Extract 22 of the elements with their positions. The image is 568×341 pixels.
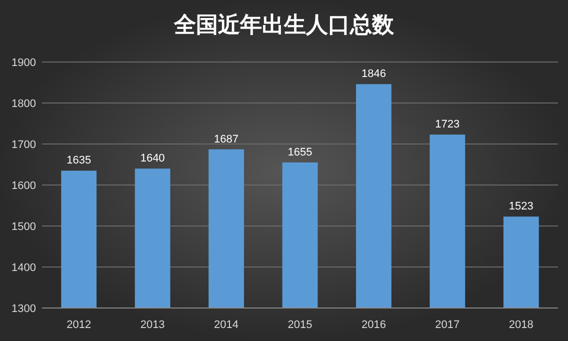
y-tick-label: 1300 — [12, 303, 36, 315]
x-tick-label: 2015 — [288, 319, 312, 331]
data-label: 1687 — [214, 133, 239, 146]
x-tick-label: 2016 — [361, 319, 386, 331]
x-tick-label: 2018 — [508, 319, 534, 331]
x-tick-label: 2017 — [435, 319, 460, 331]
data-label: 1723 — [435, 118, 460, 131]
chart-title: 全国近年出生人口总数 — [173, 12, 395, 37]
x-tick-label: 2013 — [140, 319, 165, 331]
y-tick-label: 1600 — [12, 180, 36, 192]
y-tick-label: 1400 — [12, 262, 36, 274]
data-label: 1523 — [508, 200, 534, 213]
data-label: 1635 — [66, 154, 92, 167]
x-tick-label: 2012 — [66, 319, 92, 331]
data-label: 1640 — [140, 152, 165, 165]
y-tick-label: 1900 — [12, 57, 36, 69]
data-label: 1846 — [361, 68, 386, 80]
x-tick-label: 2014 — [214, 319, 239, 331]
data-label: 1655 — [288, 146, 312, 158]
y-tick-label: 1800 — [12, 98, 36, 110]
y-tick-label: 1700 — [12, 139, 36, 151]
y-tick-label: 1500 — [12, 221, 36, 233]
